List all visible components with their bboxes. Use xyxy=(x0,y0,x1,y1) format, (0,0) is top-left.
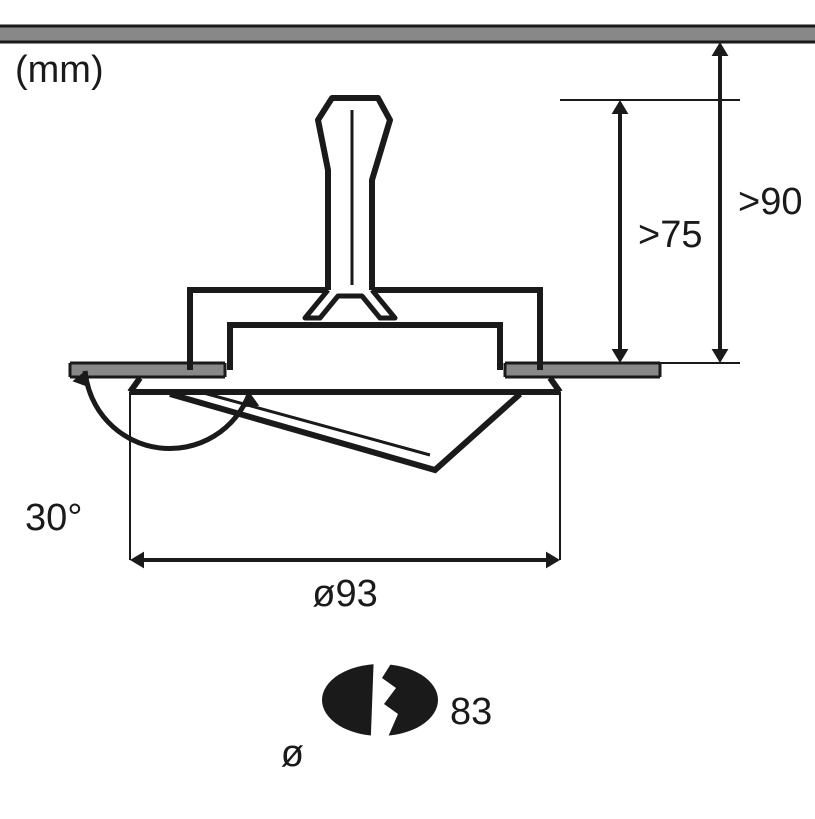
dim-clip-height: >75 xyxy=(638,214,702,256)
dim-face-diameter: ø93 xyxy=(312,573,377,615)
dim-cutout-diameter: 83 xyxy=(450,691,492,733)
ceiling-flange xyxy=(505,363,660,377)
ceiling-bar xyxy=(0,26,815,42)
unit-label: (mm) xyxy=(15,49,104,91)
ceiling-flange xyxy=(70,363,225,377)
dim-total-height: >90 xyxy=(738,181,802,223)
dim-tilt-angle: 30° xyxy=(25,497,82,539)
dim-cutout-prefix: ø xyxy=(281,733,304,775)
cutout-icon xyxy=(322,652,438,760)
